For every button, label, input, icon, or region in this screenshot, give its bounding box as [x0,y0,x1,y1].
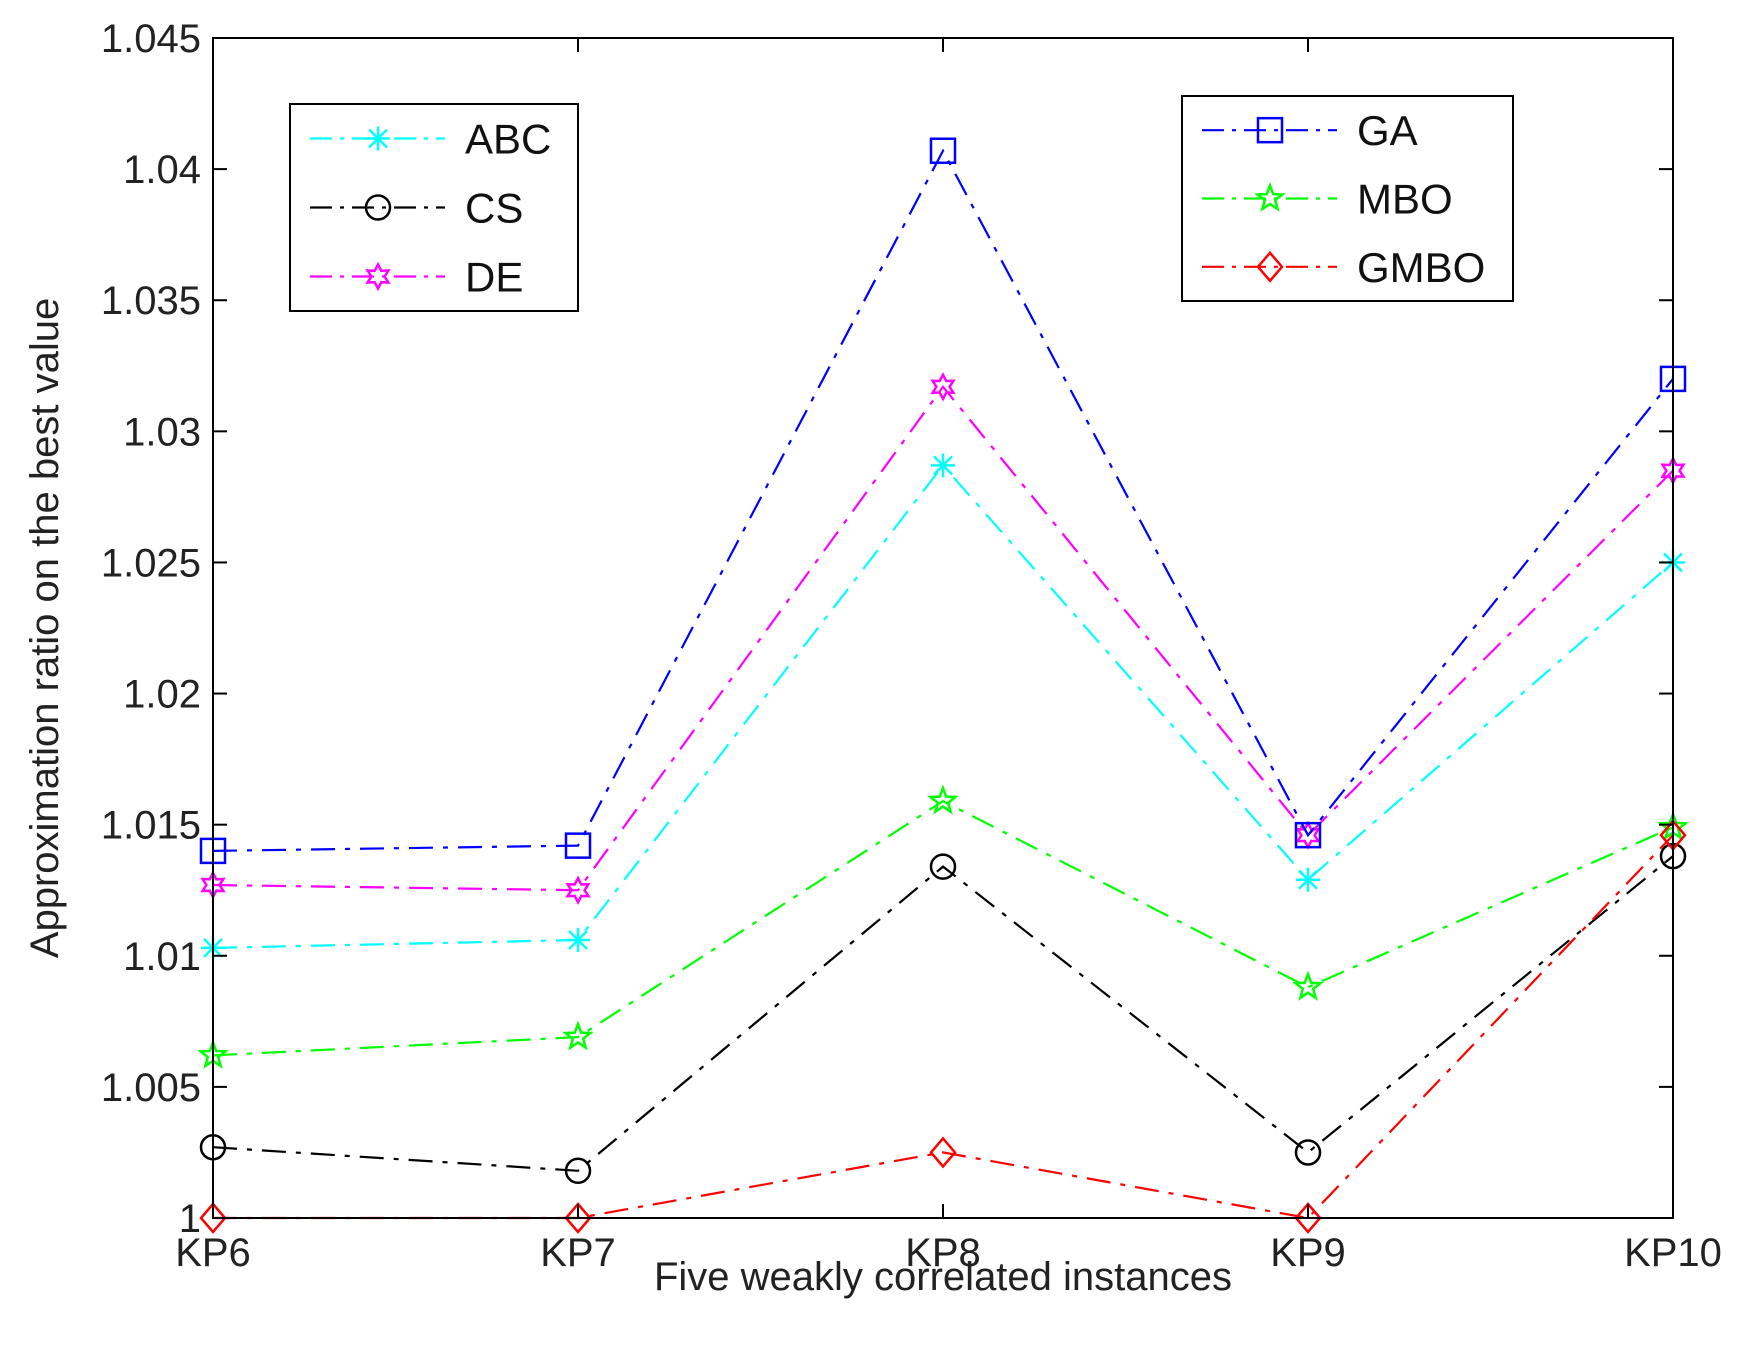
data-point-cs-kp8 [929,853,957,880]
legend-label-gmbo: GMBO [1357,244,1485,291]
x-tick-label-kp8: KP8 [905,1231,981,1275]
x-tick-label-kp6: KP6 [175,1231,251,1275]
y-tick-label: 1.045 [101,17,201,61]
y-tick-label: 1.025 [101,541,201,585]
x-tick-label-kp10: KP10 [1624,1231,1722,1275]
legend-marker-de [365,261,391,292]
asterisk-stroke [368,128,388,149]
legend-marker-ga [1256,116,1284,144]
legend-box [1181,95,1514,302]
legend-top-right: GA MBO GMBO [1181,95,1514,302]
data-point-cs-kp7 [564,1157,592,1185]
series-line-mbo [212,799,1674,1057]
data-point-ga-kp7 [564,832,592,859]
y-axis-title: Approximation ratio on the best value [23,298,67,958]
y-tick-label: 1.04 [123,148,201,192]
legend-label-mbo: MBO [1357,176,1453,223]
legends: ABC CS DE GA MBO GMBO [289,95,1514,312]
y-tick-label: 1 [179,1197,201,1241]
series-line-gmbo [213,834,1674,1220]
asterisk-stroke [568,930,588,950]
x-axis-title: Five weakly correlated instances [654,1255,1232,1299]
data-point-mbo-kp7 [562,1020,594,1051]
data-point-gmbo-kp7 [564,1202,592,1234]
series-line-ga [212,148,1674,852]
data-point-gmbo-kp8 [929,1136,957,1169]
y-tick-label: 1.005 [101,1066,201,1110]
data-point-de-kp7 [565,875,591,905]
data-point-de-kp8 [930,372,956,402]
data-point-mbo-kp8 [927,784,959,815]
legend-marker-abc [366,126,390,151]
legend-box [289,103,579,312]
legend-marker-gmbo [1256,250,1284,283]
series-line-cs [212,855,1674,1172]
x-tick-label-kp7: KP7 [540,1231,616,1275]
data-point-mbo-kp9 [1292,970,1324,1001]
data-point-ga-kp8 [929,137,957,165]
y-tick-label: 1.02 [123,673,201,717]
asterisk-stroke [933,455,953,476]
data-point-gmbo-kp9 [1294,1202,1322,1234]
y-tick-label: 1.01 [123,935,201,979]
legend-marker-cs [364,194,392,221]
x-tick-label-kp9: KP9 [1270,1231,1346,1275]
series-line-de [212,384,1674,892]
legend-top-left: ABC CS DE [289,103,579,312]
data-point-abc-kp8 [931,453,955,478]
legend-marker-mbo [1254,181,1286,212]
axes: 1 1.005 1.01 1.015 1.02 1.025 1.03 1.035 1.04 1.0… [101,17,1722,1275]
data-point-cs-kp9 [1294,1139,1322,1166]
data-point-gmbo-kp6 [199,1202,227,1234]
legend-label-ga: GA [1357,107,1418,154]
legend-label-abc: ABC [465,116,551,163]
legend-label-de: DE [465,254,523,301]
series-line-abc [212,463,1674,949]
data-point-abc-kp9 [1296,867,1320,892]
data-point-abc-kp7 [566,928,590,953]
asterisk-stroke [1298,869,1318,890]
y-tick-label: 1.035 [101,279,201,323]
data-point-ga-kp9 [1294,821,1322,849]
y-tick-label: 1.03 [123,410,201,454]
y-tick-label: 1.015 [101,804,201,848]
legend-label-cs: CS [465,185,523,232]
